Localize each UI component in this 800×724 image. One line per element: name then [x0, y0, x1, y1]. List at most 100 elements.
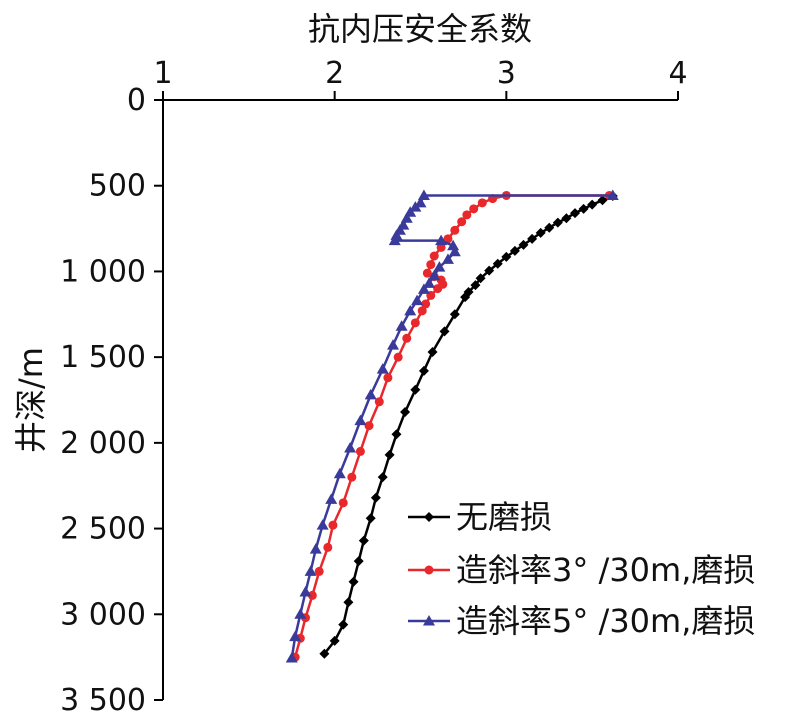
- series-1-point: [410, 384, 421, 395]
- axes: 1 2 3 4 0 500 1 000 1 500 2 000 2 500 3 000 3 500: [60, 56, 687, 718]
- series-2-point: [469, 204, 479, 214]
- series-2-point: [383, 373, 393, 383]
- series-3-point: [428, 269, 441, 281]
- series-2-point: [422, 268, 432, 278]
- series-1-point: [353, 556, 364, 567]
- series-1-point: [501, 251, 512, 262]
- series-1-point: [587, 199, 598, 210]
- series-1-point: [384, 449, 395, 460]
- series-1-point: [338, 619, 349, 630]
- legend-label: 造斜率5° /30m,磨损: [456, 602, 755, 640]
- series-3-point: [409, 201, 422, 212]
- series-3-point: [304, 565, 317, 576]
- y-axis-title: 井深/m: [12, 347, 50, 453]
- series-2-point: [307, 590, 317, 600]
- legend-label: 无磨损: [456, 498, 552, 536]
- series-1-point: [460, 292, 471, 303]
- series-3-point: [447, 239, 460, 251]
- series-3-point: [387, 339, 400, 350]
- series-3-point: [417, 283, 430, 294]
- y-tick-label: 0: [127, 83, 146, 118]
- series-2-point: [429, 251, 439, 261]
- legend-label: 造斜率3° /30m,磨损: [456, 551, 755, 589]
- series-3-point: [423, 277, 436, 288]
- series-3-point: [354, 414, 367, 426]
- series-1-point: [484, 265, 495, 276]
- series-2-point: [347, 472, 357, 482]
- y-tick-label: 3 500: [60, 683, 146, 718]
- series-1-point: [475, 273, 486, 284]
- series-3-point: [316, 519, 329, 530]
- series-1-point: [427, 347, 438, 357]
- series-3-point: [333, 467, 346, 479]
- series-3-point: [395, 320, 408, 331]
- x-axis-title: 抗内压安全系数: [308, 10, 532, 48]
- plot-area: [285, 189, 619, 663]
- y-tick-label: 1 500: [60, 340, 146, 375]
- series-2-point: [421, 299, 431, 309]
- series-1-point: [578, 203, 589, 214]
- series-2-point: [457, 217, 467, 227]
- series-1-point: [319, 648, 330, 659]
- series-1-point: [418, 365, 429, 376]
- legend-item-3: 造斜率5° /30m,磨损: [408, 602, 755, 640]
- series-1-point: [391, 429, 402, 440]
- series-3-point: [325, 493, 338, 504]
- series-1-point: [570, 208, 580, 219]
- series-1-point: [329, 635, 340, 646]
- series-3-point: [289, 630, 302, 642]
- series-1-point: [470, 280, 481, 291]
- series-3-point: [435, 234, 448, 246]
- series-1-point: [400, 407, 411, 417]
- y-tick-label: 500: [89, 169, 146, 204]
- series-3-point: [404, 304, 417, 316]
- series-1-point: [561, 213, 572, 224]
- series-1-point: [597, 195, 608, 206]
- series-2-point: [433, 284, 443, 294]
- series-1-point: [527, 233, 538, 244]
- series-2-point: [374, 397, 384, 407]
- y-tick-label: 1 000: [60, 254, 146, 289]
- series-3-point: [417, 189, 430, 200]
- legend-swatch-marker: [424, 512, 434, 522]
- series-1-point: [544, 222, 555, 233]
- x-tick-label: 3: [497, 56, 516, 91]
- series-1: [319, 191, 618, 659]
- series-2-point: [364, 421, 374, 431]
- series-2-point: [443, 234, 453, 244]
- x-tick-label: 1: [153, 56, 172, 91]
- series-1-point: [370, 492, 381, 503]
- series-3-point: [441, 253, 454, 264]
- series-3-point: [414, 196, 427, 208]
- series-3-point: [606, 189, 619, 200]
- series-2: [290, 190, 614, 662]
- series-3-point: [299, 586, 312, 597]
- series-3-point: [344, 442, 357, 453]
- y-tick-label: 2 000: [60, 426, 146, 461]
- y-tick-label: 2 500: [60, 512, 146, 547]
- series-3-point: [294, 608, 307, 619]
- legend-swatch-marker: [424, 565, 434, 575]
- series-3-point: [448, 245, 461, 257]
- x-tick-label: 4: [668, 56, 687, 91]
- series-2-point: [426, 260, 436, 270]
- series-3: [285, 189, 619, 663]
- series-3-point: [309, 543, 322, 554]
- legend-item-1: 无磨损: [408, 498, 552, 536]
- series-2-point: [402, 333, 412, 343]
- series-2-point: [323, 542, 333, 552]
- series-3-point: [376, 363, 389, 374]
- series-1-point: [358, 535, 369, 546]
- series-2-point: [393, 352, 403, 362]
- series-3-point: [433, 261, 446, 272]
- series-1-point: [518, 239, 529, 250]
- series-2-point: [436, 242, 446, 252]
- series-1-point: [343, 597, 354, 608]
- series-2-point: [328, 520, 338, 530]
- series-3-point: [411, 294, 424, 306]
- y-tick-label: 3 000: [60, 597, 146, 632]
- series-1-point: [492, 258, 503, 269]
- series-1-point: [365, 513, 376, 524]
- series-2-point: [314, 566, 324, 576]
